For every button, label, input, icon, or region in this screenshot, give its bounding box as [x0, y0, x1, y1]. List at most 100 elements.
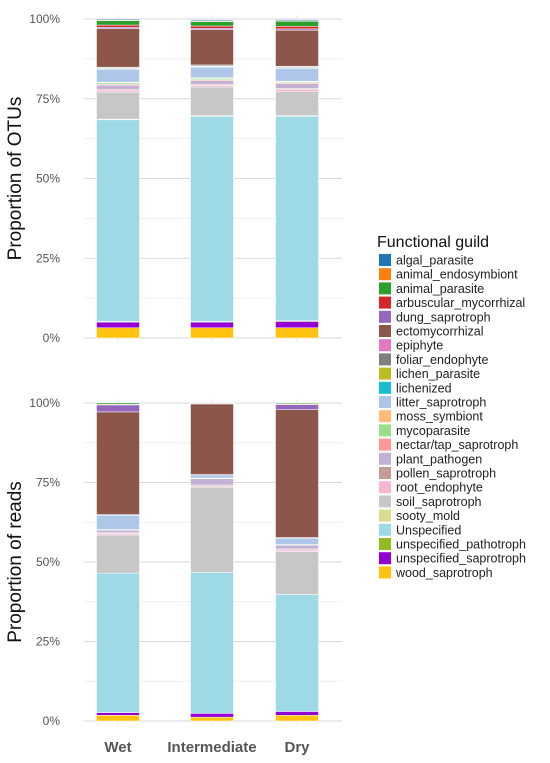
legend-swatch: [379, 339, 391, 351]
legend-swatch: [379, 538, 391, 550]
bar-segment-wood-saprotroph: [191, 717, 234, 721]
legend-item: mycoparasite: [379, 424, 470, 438]
legend-label: lichen_parasite: [396, 367, 480, 381]
bar-segment-litter-saprotroph: [276, 538, 319, 544]
bar-segment-ectomycorrhizal: [191, 30, 234, 65]
legend-label: sooty_mold: [396, 509, 460, 523]
legend: Functional guild algal_parasiteanimal_en…: [377, 234, 526, 580]
bar-segment-dung-saprotroph: [276, 405, 319, 410]
bar-segment-algal-parasite: [276, 20, 319, 21]
legend-label: ectomycorrhizal: [396, 325, 484, 339]
bar-segment-animal-parasite: [97, 21, 140, 25]
legend-item: animal_endosymbiont: [379, 268, 518, 282]
bar-segment-dung-saprotroph: [97, 405, 140, 412]
bar-segment-ectomycorrhizal: [191, 404, 234, 475]
legend-swatch: [379, 424, 391, 436]
y-tick-label: 50%: [36, 555, 60, 569]
legend-swatch: [379, 282, 391, 294]
legend-label: arbuscular_mycorrhizal: [396, 296, 525, 310]
legend-swatch: [379, 453, 391, 465]
legend-label: foliar_endophyte: [396, 353, 488, 367]
bar-segment-unspecified: [97, 120, 140, 322]
legend-label: lichenized: [396, 381, 452, 395]
legend-item: Unspecified: [379, 523, 461, 537]
legend-swatch: [379, 268, 391, 280]
bar-segment-litter-saprotroph: [97, 515, 140, 529]
legend-item: dung_saprotroph: [379, 310, 491, 324]
legend-label: root_endophyte: [396, 481, 483, 495]
legend-swatch: [379, 439, 391, 451]
legend-label: soil_saprotroph: [396, 495, 482, 509]
y-tick-label: 0%: [43, 331, 61, 345]
bar-segment-litter-saprotroph: [276, 68, 319, 81]
bar-segment-soil-saprotroph: [191, 487, 234, 572]
stacked-bar-dry: [276, 403, 319, 721]
bar-segment-plant-pathogen: [191, 81, 234, 85]
legend-items: algal_parasiteanimal_endosymbiontanimal_…: [379, 254, 526, 580]
y-tick-label: 100%: [29, 12, 60, 26]
bar-segment-unspecified-saprotroph: [97, 713, 140, 716]
legend-swatch: [379, 510, 391, 522]
y-tick-label: 25%: [36, 635, 60, 649]
legend-label: mycoparasite: [396, 424, 470, 438]
bar-segment-ectomycorrhizal: [276, 30, 319, 66]
legend-label: animal_parasite: [396, 282, 484, 296]
legend-swatch: [379, 566, 391, 578]
bar-segment-algal-parasite: [191, 20, 234, 21]
legend-item: ectomycorrhizal: [379, 325, 484, 339]
bar-segment-ectomycorrhizal: [97, 412, 140, 514]
bar-segment-unspecified: [97, 573, 140, 713]
bar-segment-root-endophyte: [276, 89, 319, 91]
legend-item: sooty_mold: [379, 509, 460, 523]
legend-label: unspecified_saprotroph: [396, 552, 526, 566]
legend-swatch: [379, 552, 391, 564]
bar-segment-animal-parasite: [276, 403, 319, 404]
bar-segment-unspecified-saprotroph: [276, 711, 319, 715]
bar-segment-unspecified-saprotroph: [97, 322, 140, 328]
bar-segment-unspecified: [191, 116, 234, 321]
bar-segment-soil-saprotroph: [97, 92, 140, 119]
chart-panel-1: 0% 25% 50% 75% 100% Proportion of OTUs: [5, 12, 342, 345]
legend-swatch: [379, 254, 391, 266]
bar-segment-litter-saprotroph: [97, 69, 140, 82]
legend-swatch: [379, 382, 391, 394]
legend-item: unspecified_pathotroph: [379, 538, 526, 552]
x-tick-label: Intermediate: [167, 739, 256, 756]
legend-swatch: [379, 467, 391, 479]
stacked-bar-intermediate: [191, 403, 234, 721]
bar-segment-unspecified: [191, 572, 234, 713]
stacked-bar-intermediate: [191, 20, 234, 338]
legend-item: nectar/tap_saprotroph: [379, 438, 518, 452]
legend-item: root_endophyte: [379, 481, 483, 495]
legend-item: animal_parasite: [379, 282, 484, 296]
bar-segment-plant-pathogen: [276, 84, 319, 89]
bar-segment-litter-saprotroph: [191, 475, 234, 478]
bar-segment-ectomycorrhizal: [97, 29, 140, 68]
legend-label: animal_endosymbiont: [396, 268, 518, 282]
bar-segment-plant-pathogen: [97, 530, 140, 533]
bar-segment-animal-parasite: [191, 22, 234, 26]
legend-item: soil_saprotroph: [379, 495, 482, 509]
chart-panels: 0% 25% 50% 75% 100% Proportion of OTUs 0% 25% 50…: [5, 12, 342, 756]
bar-segment-unspecified-saprotroph: [191, 713, 234, 717]
y-tick-label: 75%: [36, 476, 60, 490]
legend-swatch: [379, 368, 391, 380]
legend-item: pollen_saprotroph: [379, 467, 496, 481]
legend-item: algal_parasite: [379, 254, 474, 268]
bar-segment-soil-saprotroph: [191, 87, 234, 116]
legend-label: pollen_saprotroph: [396, 467, 496, 481]
y-tick-label: 100%: [29, 396, 60, 410]
legend-swatch: [379, 410, 391, 422]
bar-segment-arbuscular-mycorrhizal: [97, 25, 140, 27]
bar-segment-soil-saprotroph: [97, 535, 140, 573]
bar-segment-soil-saprotroph: [276, 552, 319, 595]
legend-label: litter_saprotroph: [396, 396, 486, 410]
legend-swatch: [379, 297, 391, 309]
stacked-bar-wet: [97, 403, 140, 721]
legend-item: foliar_endophyte: [379, 353, 488, 367]
bar-segment-unspecified: [276, 116, 319, 320]
legend-item: lichenized: [379, 381, 452, 395]
legend-label: moss_symbiont: [396, 410, 483, 424]
legend-label: nectar/tap_saprotroph: [396, 438, 518, 452]
